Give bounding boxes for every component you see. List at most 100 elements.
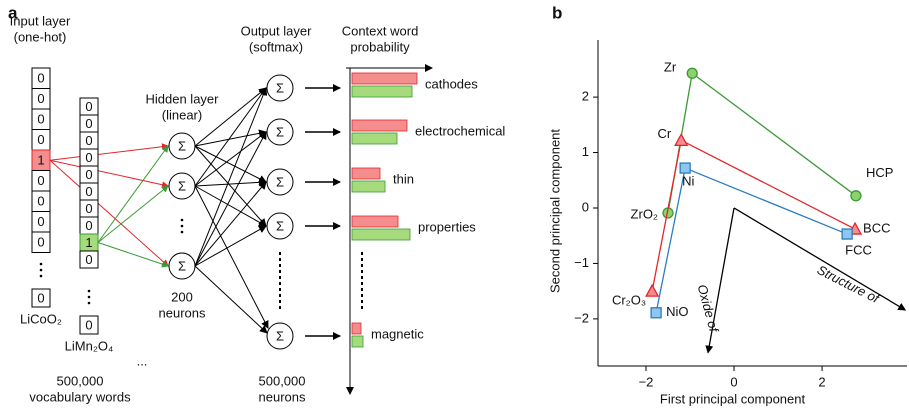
hidden-connection <box>194 185 269 329</box>
point-label: BCC <box>863 220 890 235</box>
hidden-connection <box>194 265 268 334</box>
point <box>841 228 853 240</box>
context-word: properties <box>418 219 476 234</box>
panel-label: a <box>8 3 18 22</box>
connector <box>655 167 686 313</box>
one-hot-cell <box>31 288 51 308</box>
output-title: Output layer <box>241 23 312 38</box>
y-tick-label: −2 <box>574 310 589 325</box>
y-tick-label: 2 <box>582 89 589 104</box>
input-title: (one-hot) <box>14 29 67 44</box>
input-connection <box>97 145 169 243</box>
neuron <box>168 252 196 280</box>
one-hot-digit: 0 <box>85 317 92 332</box>
panel-label: b <box>552 3 562 22</box>
point-label: Ni <box>682 174 694 189</box>
connector <box>684 167 848 235</box>
point-label: ZrO₂ <box>631 206 658 221</box>
one-hot-digit: 0 <box>85 99 92 114</box>
ellipsis-dot <box>39 262 43 266</box>
one-hot-digit: 0 <box>85 150 92 165</box>
context-word: electrochemical <box>415 123 505 138</box>
neuron <box>266 118 294 146</box>
bar-green <box>351 228 411 241</box>
direction-arrow <box>705 207 735 354</box>
x-axis-label: First principal component <box>660 391 806 406</box>
point <box>674 132 689 146</box>
point-label: Cr₂O₃ <box>612 293 646 308</box>
arrow-label: Structure of <box>815 262 883 307</box>
neuron-symbol: Σ <box>276 174 284 189</box>
hidden-connection <box>194 87 267 187</box>
bar-red <box>351 215 399 228</box>
one-hot-digit: 0 <box>37 194 44 209</box>
connector <box>691 72 857 197</box>
one-hot-digit: 0 <box>85 252 92 267</box>
one-hot-digit: 0 <box>37 132 44 147</box>
neuron-symbol: Σ <box>178 258 186 273</box>
one-hot-digit: 0 <box>85 133 92 148</box>
neuron <box>266 74 294 102</box>
one-hot-cell <box>79 250 99 269</box>
context-word: thin <box>393 171 414 186</box>
y-tick-label: 1 <box>582 144 589 159</box>
y-tick-label: −1 <box>574 255 589 270</box>
one-hot-digit: 0 <box>37 173 44 188</box>
vocab-note: 500,000 <box>57 373 104 388</box>
neuron <box>168 132 196 160</box>
connector <box>651 140 682 292</box>
neuron-symbol: Σ <box>276 328 284 343</box>
x-tick-label: 2 <box>818 374 825 389</box>
x-tick-label: 0 <box>730 374 737 389</box>
input-connection <box>97 185 169 243</box>
bar-red <box>351 119 408 132</box>
direction-arrow <box>733 207 907 311</box>
input-title: Input layer <box>10 13 71 28</box>
bar-red <box>351 322 362 335</box>
point-label: Zr <box>664 60 677 75</box>
hidden-connection <box>194 178 267 187</box>
bar-green <box>351 85 413 98</box>
neuron-symbol: Σ <box>178 178 186 193</box>
output-note: neurons <box>259 389 306 404</box>
point-label: Cr <box>657 126 671 141</box>
ellipsis-dot <box>39 274 43 278</box>
input-connection <box>49 159 169 189</box>
hidden-connection <box>194 131 267 187</box>
hidden-connection <box>194 131 267 267</box>
one-hot-digit: 1 <box>85 235 92 250</box>
bar-red <box>351 167 381 180</box>
bar-green <box>351 180 386 193</box>
hidden-connection <box>194 181 267 267</box>
point <box>850 190 862 202</box>
one-hot-digit: 0 <box>37 235 44 250</box>
neuron-symbol: Σ <box>178 138 186 153</box>
context-title: Context word <box>342 23 419 38</box>
ellipsis-dot <box>87 289 91 293</box>
neuron <box>266 322 294 350</box>
point-label: HCP <box>866 165 893 180</box>
one-hot-digit: 0 <box>85 218 92 233</box>
input-connection <box>49 159 169 267</box>
y-axis-label: Second principal component <box>547 129 562 293</box>
x-tick-label: −2 <box>639 374 654 389</box>
ellipsis-dot <box>180 224 184 228</box>
hidden-connection <box>194 145 267 183</box>
context-word: magnetic <box>371 326 424 341</box>
point <box>679 162 691 174</box>
hidden-note: neurons <box>159 305 206 320</box>
one-hot-digit: 0 <box>37 290 44 305</box>
one-hot-cell <box>31 231 51 253</box>
ellipsis-dot <box>87 301 91 305</box>
ellipsis-dot <box>87 295 91 299</box>
output-title: (softmax) <box>249 39 303 54</box>
ellipsis-dot <box>180 218 184 222</box>
context-word: cathodes <box>425 76 478 91</box>
hidden-connection <box>194 87 268 267</box>
bar-green <box>351 335 364 348</box>
bar-red <box>351 72 418 85</box>
neuron-symbol: Σ <box>276 218 284 233</box>
one-hot-digit: 0 <box>85 201 92 216</box>
one-hot-digit: 1 <box>37 153 44 168</box>
